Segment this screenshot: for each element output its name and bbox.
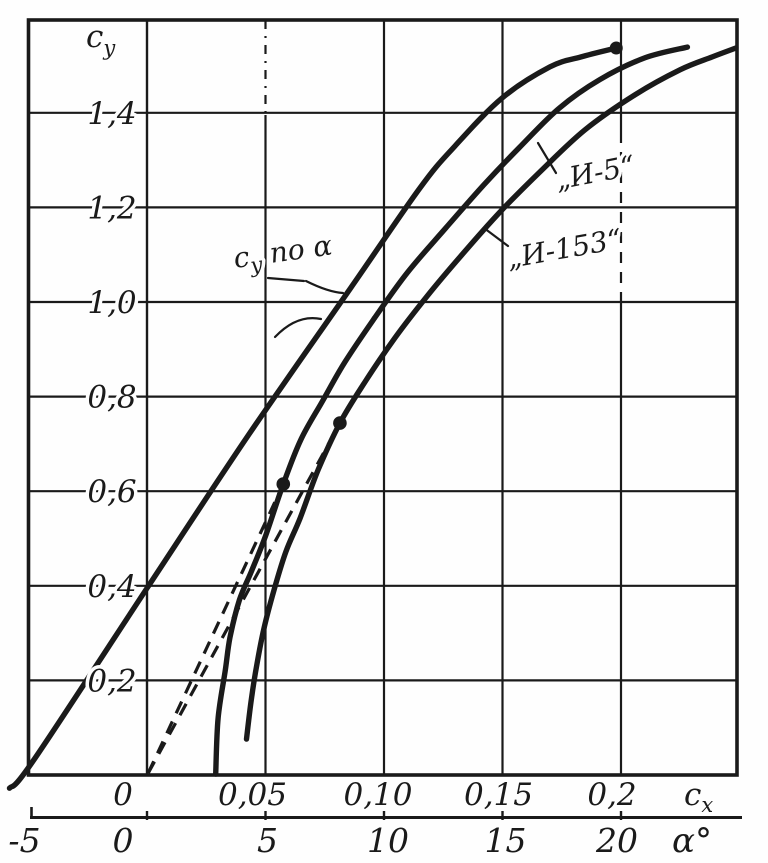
curve-i153 bbox=[243, 45, 739, 742]
curve-i5 bbox=[213, 44, 691, 777]
leader-i5 bbox=[536, 141, 558, 175]
leader-cy-alpha-2 bbox=[273, 317, 323, 339]
alpha-tick-label-1: 0 bbox=[113, 821, 134, 860]
alpha-tick-label-2: 5 bbox=[257, 821, 278, 860]
marker-dot-i153 bbox=[333, 416, 347, 430]
alpha-tick-label-0: -5 bbox=[8, 821, 40, 860]
marker-dot-i5 bbox=[276, 477, 291, 491]
cx-tick-label-0: 0 bbox=[113, 777, 133, 813]
alpha-axis-title: α° bbox=[672, 821, 712, 861]
cx-tick-label-4: 0,2 bbox=[587, 777, 636, 813]
curve-cy-vs-alpha bbox=[6, 45, 619, 791]
curve-cy-vs-alpha-end-dot bbox=[609, 41, 623, 55]
cx-tick-label-1: 0,05 bbox=[218, 777, 287, 813]
tangent-line-i153 bbox=[146, 422, 342, 774]
label-i153: „И-153“ bbox=[504, 222, 624, 275]
underline-po-alpha bbox=[266, 276, 306, 283]
y-tick-label-1,0: 1,0 bbox=[87, 285, 136, 321]
y-tick-label-1,2: 1,2 bbox=[87, 190, 136, 226]
chart-geometry bbox=[6, 18, 742, 820]
leader-cy-alpha-1 bbox=[304, 279, 345, 295]
plot-border bbox=[26, 18, 739, 777]
y-tick-label-0,8: 0,8 bbox=[87, 380, 136, 416]
y-tick-label-0,2: 0,2 bbox=[87, 663, 136, 699]
label-cy-vs-alpha: cy по α bbox=[231, 228, 335, 279]
cx-axis-title: cx bbox=[684, 777, 713, 817]
y-tick-label-0,6: 0,6 bbox=[87, 474, 136, 510]
cx-tick-label-2: 0,10 bbox=[343, 777, 412, 813]
alpha-tick-label-5: 20 bbox=[595, 821, 638, 860]
leader-i153 bbox=[482, 226, 510, 248]
y-tick-label-0,4: 0,4 bbox=[87, 569, 136, 605]
y-tick-label-1,4: 1,4 bbox=[87, 96, 136, 132]
tangent-line-i5 bbox=[146, 483, 285, 774]
label-i5: „И-5“ bbox=[553, 149, 638, 197]
alpha-tick-label-3: 10 bbox=[367, 821, 409, 860]
alpha-tick-label-4: 15 bbox=[485, 821, 527, 860]
cx-tick-label-3: 0,15 bbox=[464, 777, 533, 813]
y-axis-title: cy bbox=[86, 19, 116, 60]
